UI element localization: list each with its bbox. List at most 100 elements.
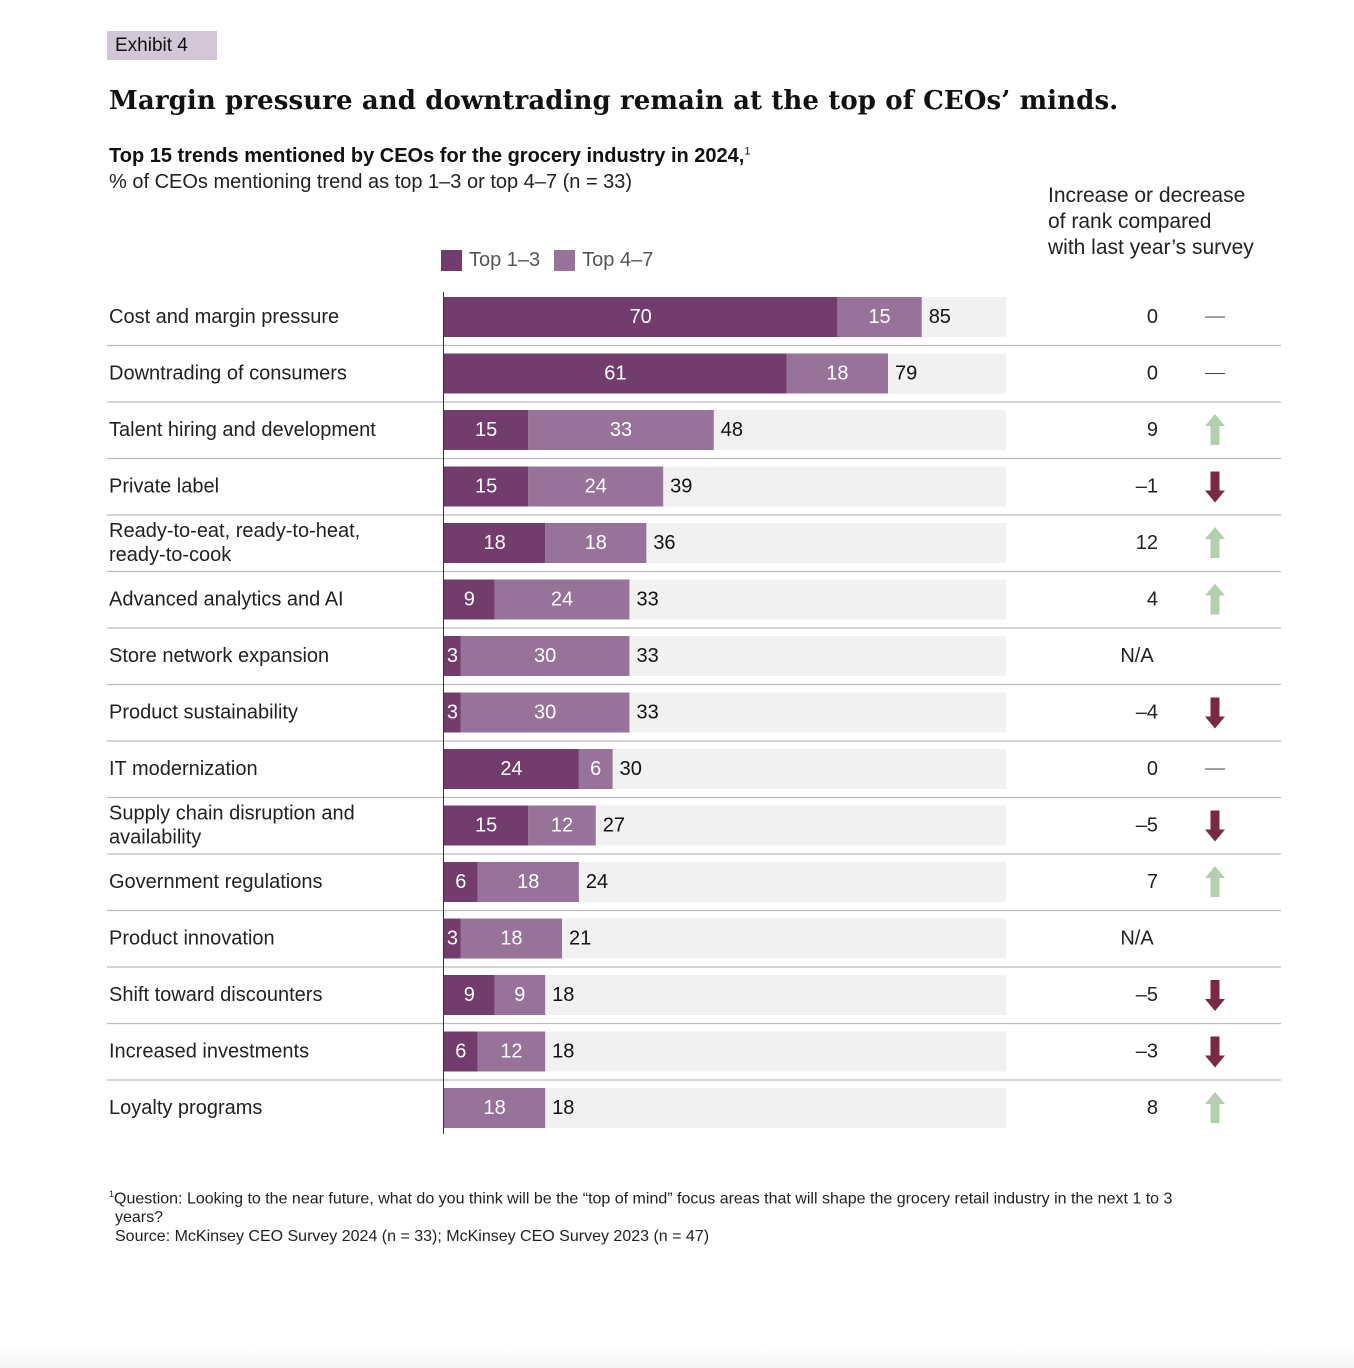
bar-top13: [444, 975, 495, 1015]
arrow-down-icon: [1205, 471, 1225, 503]
bar-chart: Cost and margin pressure 70 15 85 0Downtradi…: [107, 292, 1281, 1134]
bar-total-label: 21: [569, 928, 591, 950]
bar-top47: [460, 636, 630, 676]
bar-top13: [444, 579, 495, 620]
legend-item-top47: Top 4–7: [554, 249, 653, 272]
bar-top13: [444, 466, 529, 507]
rank-change-value: N/A: [1120, 928, 1154, 950]
bar-top13: [444, 523, 546, 563]
bar-label-top13: 3: [447, 928, 458, 950]
bar-label-top13: 18: [483, 532, 505, 554]
headline: Margin pressure and downtrading remain a…: [109, 86, 1119, 116]
bar-label-top47: 18: [483, 1097, 505, 1119]
bar-total-label: 33: [636, 702, 658, 724]
bar-label-top13: 24: [500, 758, 522, 780]
bar-label-top47: 12: [500, 1041, 522, 1063]
bar-total-label: 18: [552, 1097, 574, 1119]
bar-label-top47: 12: [551, 815, 573, 837]
legend: Top 1–3 Top 4–7: [441, 249, 667, 272]
bar-label-top47: 30: [534, 645, 556, 667]
bar-label-top13: 15: [475, 419, 497, 441]
rank-change-value: 4: [1147, 589, 1158, 611]
bar-label-top47: 33: [610, 419, 632, 441]
bar-top47: [786, 353, 888, 394]
bar-top47: [837, 297, 922, 337]
category-label: Ready-to-eat, ready-to-heat,: [109, 520, 360, 542]
footnote-source: Source: McKinsey CEO Survey 2024 (n = 33…: [115, 1228, 710, 1246]
bar-label-top13: 15: [475, 815, 497, 837]
footnote-question: Question: Looking to the near future, wh…: [114, 1190, 1173, 1208]
rank-header-line: with last year’s survey: [1048, 236, 1254, 259]
bar-label-top13: 6: [455, 1041, 466, 1063]
rank-change-value: N/A: [1120, 645, 1154, 667]
category-label: IT modernization: [109, 758, 258, 780]
category-label: Talent hiring and development: [109, 419, 376, 441]
arrow-up-icon: [1205, 527, 1225, 558]
bar-label-top47: 15: [868, 306, 890, 328]
rank-change-value: 0: [1147, 758, 1158, 780]
bar-label-top47: 6: [590, 758, 601, 780]
category-label: availability: [109, 827, 201, 849]
footnote-question-cont: years?: [115, 1209, 164, 1227]
bar-total-label: 24: [586, 871, 608, 893]
arrow-up-icon: [1205, 866, 1225, 897]
rank-change-value: 8: [1147, 1097, 1158, 1119]
rank-change-value: –5: [1136, 984, 1158, 1006]
bar-total-label: 33: [636, 645, 658, 667]
category-label: Advanced analytics and AI: [109, 589, 344, 611]
rank-change-value: –4: [1136, 702, 1158, 724]
bar-top47: [528, 466, 664, 507]
bar-top13: [444, 692, 461, 733]
bar-label-top47: 18: [826, 363, 848, 385]
legend-swatch-top13: [441, 250, 462, 271]
rank-change-value: –5: [1136, 815, 1158, 837]
bar-label-top47: 18: [585, 532, 607, 554]
bar-total-label: 39: [670, 476, 692, 498]
bar-top47: [477, 1031, 546, 1072]
bar-top47: [460, 918, 563, 959]
bar-total-label: 48: [721, 419, 743, 441]
bar-top47: [477, 862, 579, 902]
bar-total-label: 36: [653, 532, 675, 554]
chart-title: Top 15 trends mentioned by CEOs for the …: [109, 145, 750, 168]
legend-label-top47: Top 4–7: [582, 249, 654, 271]
bar-top13: [444, 862, 478, 902]
legend-swatch-top47: [554, 250, 576, 271]
arrow-down-icon: [1205, 1036, 1225, 1068]
legend-item-top13: Top 1–3: [441, 249, 540, 272]
footnote-mark: 1: [109, 1189, 115, 1199]
category-label: Supply chain disruption and: [109, 803, 355, 825]
bar-top13: [444, 749, 579, 789]
arrow-up-icon: [1205, 414, 1225, 445]
bar-top47: [460, 692, 630, 733]
bar-label-top47: 18: [500, 928, 522, 950]
exhibit-label: Exhibit 4: [107, 31, 217, 60]
bar-top47: [528, 410, 714, 450]
bar-top47: [528, 805, 596, 846]
bar-total-label: 18: [552, 984, 574, 1006]
bar-label-top13: 15: [475, 476, 497, 498]
category-label: Shift toward discounters: [109, 984, 322, 1006]
bar-total-label: 85: [929, 306, 951, 328]
bar-top13: [444, 297, 838, 337]
legend-label-top13: Top 1–3: [469, 249, 541, 271]
chart-subtitle: % of CEOs mentioning trend as top 1–3 or…: [109, 171, 633, 193]
bar-top47: [545, 523, 647, 563]
bar-label-top13: 9: [464, 984, 475, 1006]
bar-label-top47: 18: [517, 871, 539, 893]
rank-change-value: 12: [1136, 532, 1158, 554]
category-label: Store network expansion: [109, 645, 329, 667]
category-label: Government regulations: [109, 871, 322, 893]
bar-label-top47: 24: [585, 476, 607, 498]
rank-change-header: Increase or decrease of rank compared wi…: [1048, 183, 1288, 261]
footnote: 1Question: Looking to the near future, w…: [109, 1185, 1249, 1246]
bar-top13: [444, 410, 529, 450]
rank-change-value: 7: [1147, 871, 1158, 893]
arrow-down-icon: [1205, 697, 1225, 729]
category-label: ready-to-cook: [109, 544, 232, 566]
category-label: Loyalty programs: [109, 1097, 262, 1119]
category-label: Cost and margin pressure: [109, 306, 339, 328]
arrow-down-icon: [1205, 980, 1225, 1011]
page-bottom-edge: [0, 1348, 1354, 1368]
bar-total-label: 18: [552, 1041, 574, 1063]
